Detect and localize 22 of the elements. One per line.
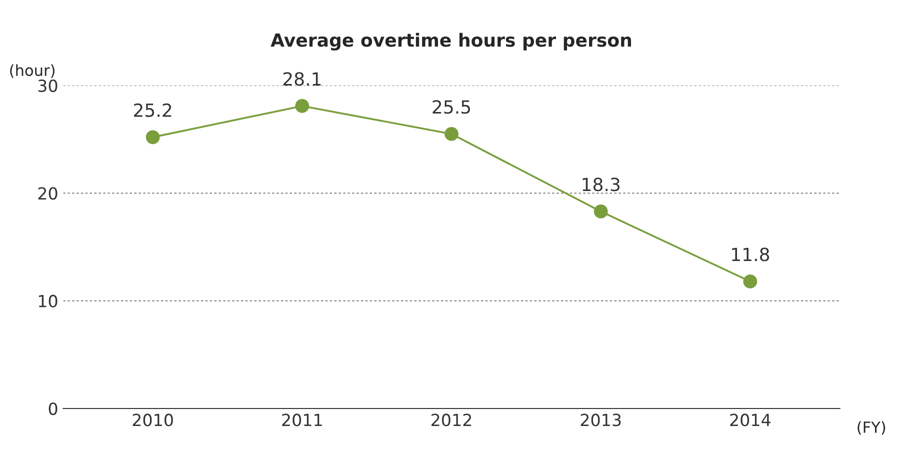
point [295,99,310,113]
chart-title: Average overtime hours per person [270,32,632,51]
point [146,130,160,144]
point [594,204,608,218]
y-tick-label: 0 [48,402,58,416]
point [743,274,758,288]
y-axis-title: (hour) [10,64,54,78]
data-label: 11.8 [732,248,770,262]
data-label: 28.1 [283,72,321,86]
x-axis-title: (FY) [858,421,886,435]
y-tick-label: 30 [38,79,58,92]
point [444,127,458,141]
data-label: 18.3 [582,178,620,192]
x-tick-label: 2012 [432,414,472,426]
x-tick-label: 2014 [730,414,770,426]
y-tick-label: 10 [38,294,58,308]
data-label: 25.2 [134,103,172,118]
data-label: 25.5 [432,100,470,114]
x-tick-label: 2010 [132,414,173,426]
x-tick-label: 2011 [282,414,322,426]
x-tick-label: 2013 [580,414,621,426]
y-tick-label: 20 [38,187,58,200]
